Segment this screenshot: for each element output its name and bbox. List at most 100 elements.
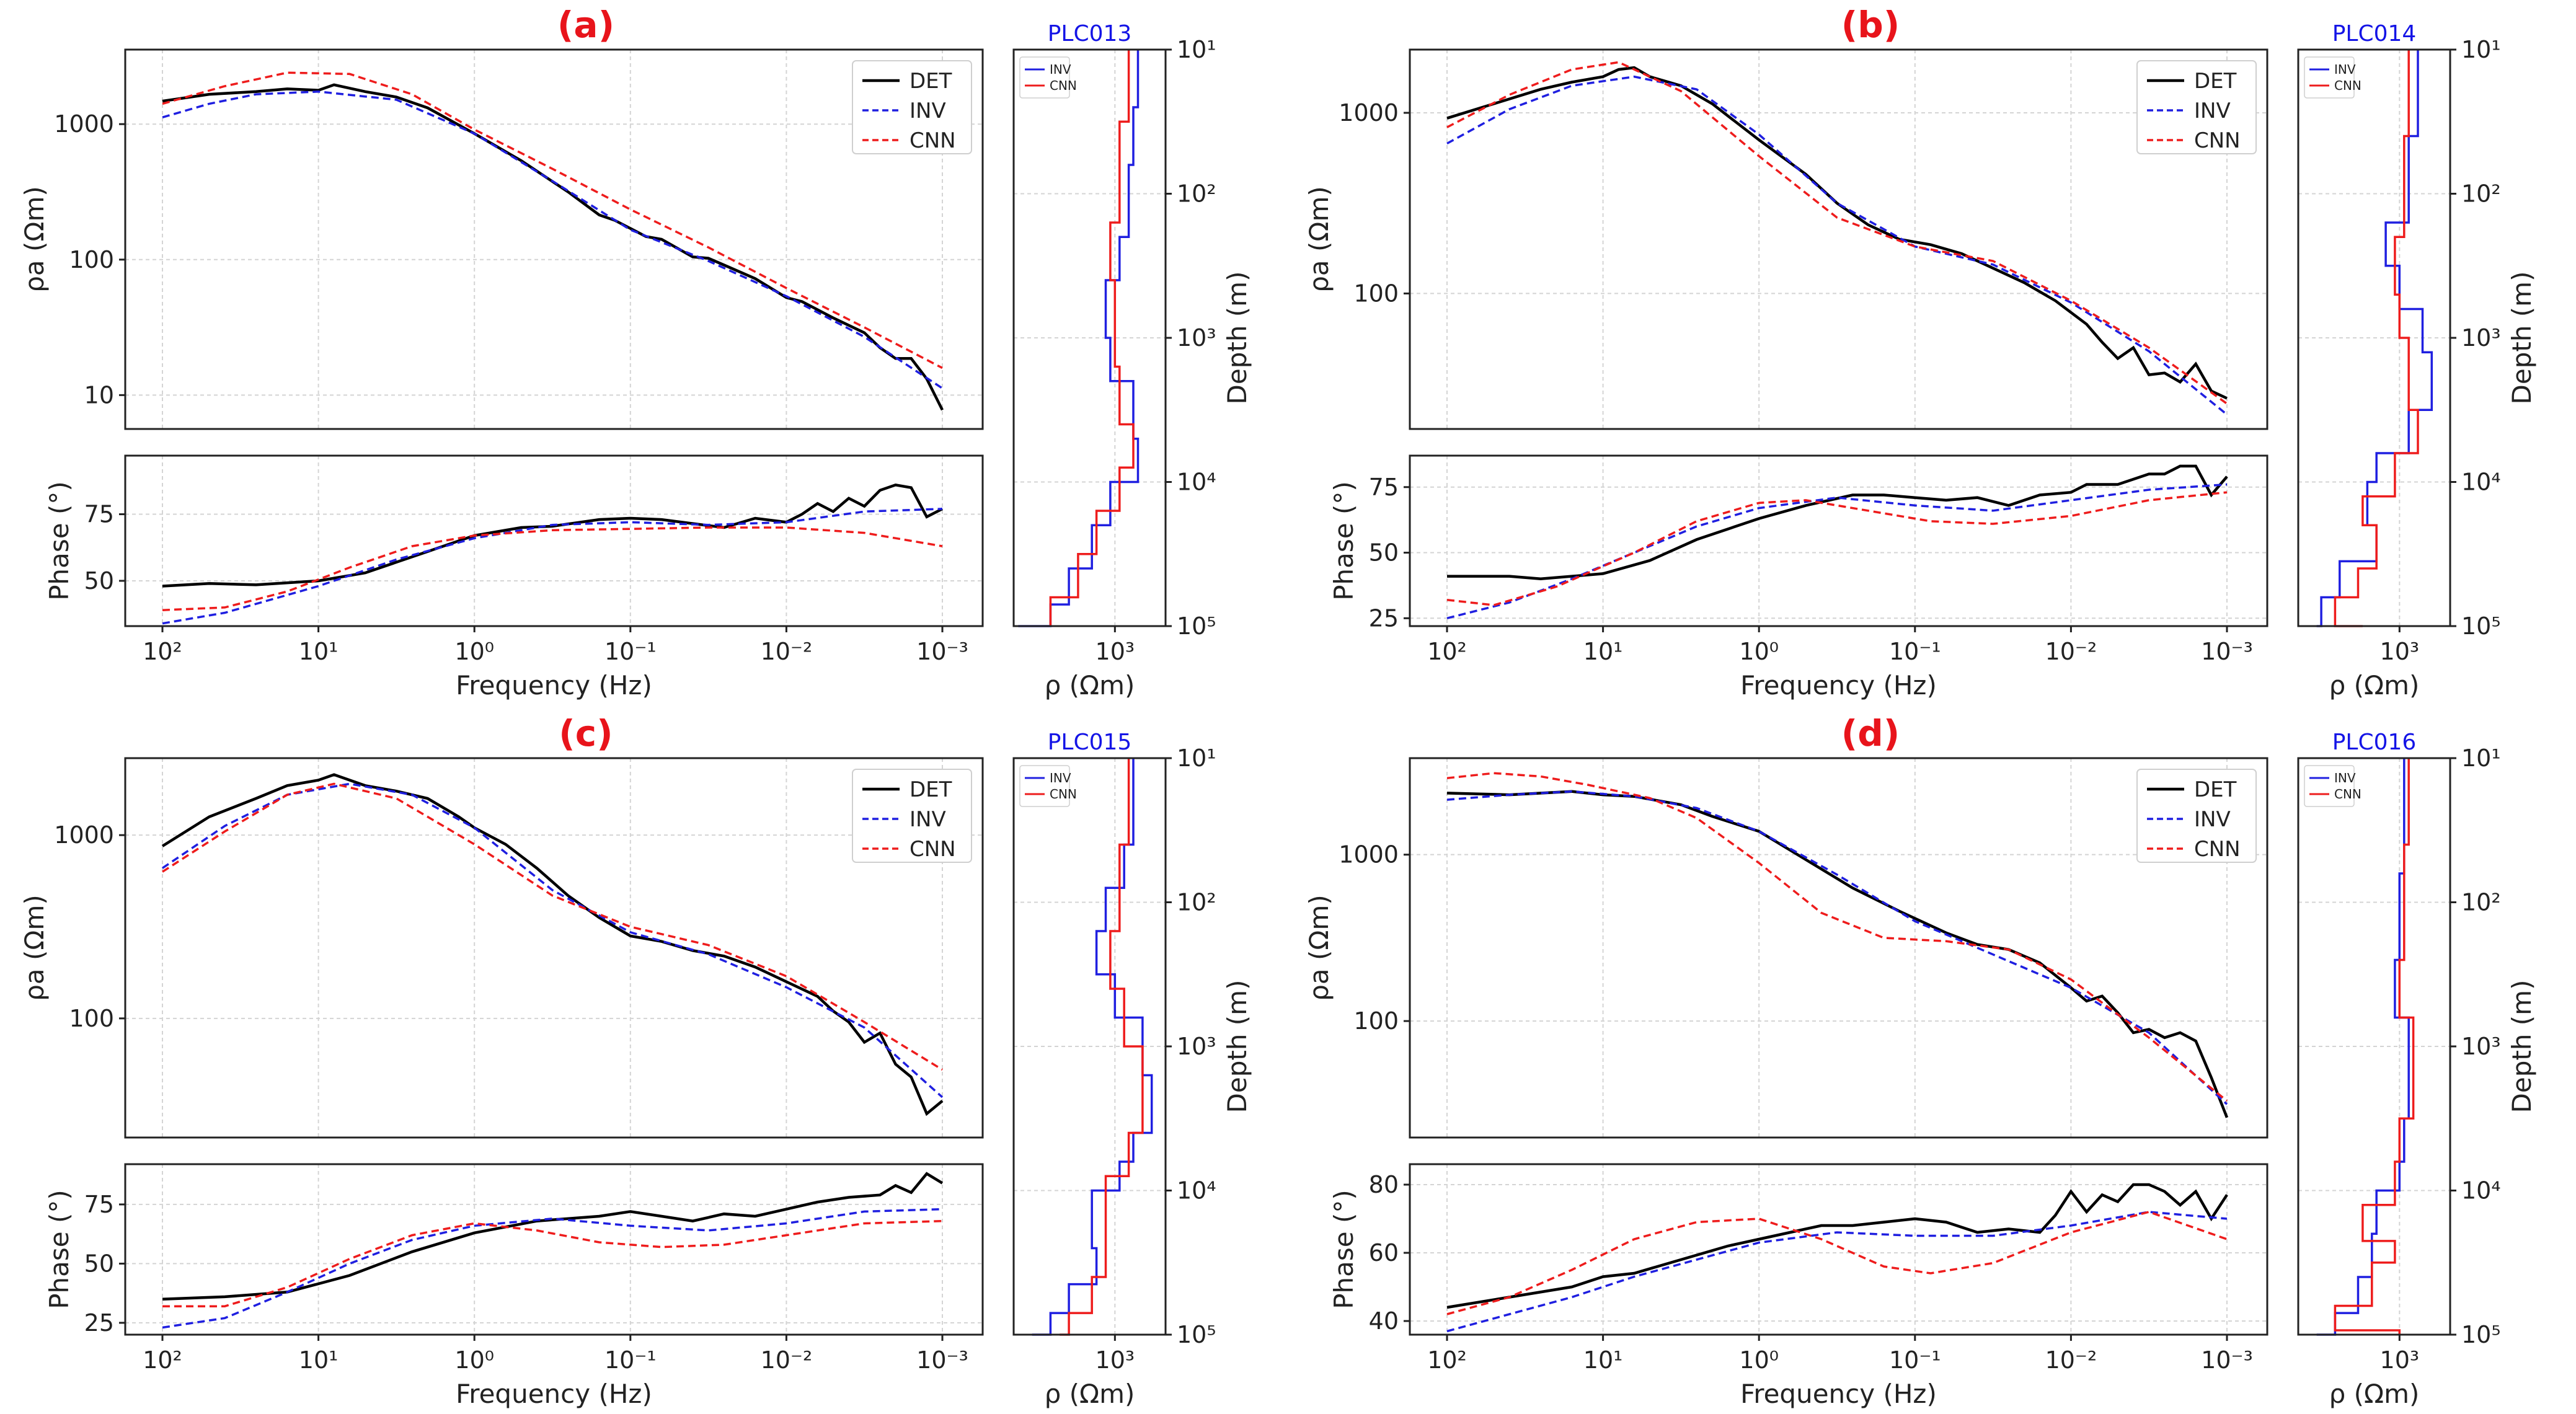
phase-axes-frame <box>1409 1163 2268 1336</box>
phase-series-line-inv <box>162 1208 943 1329</box>
rho-ylabel: ρa (Ωm) <box>1304 186 1334 293</box>
rho-axes-frame <box>124 757 984 1139</box>
phase-ylabel: Phase (°) <box>1329 481 1359 601</box>
rho-ytick-label: 100 <box>1353 1007 1399 1035</box>
phase-series-line-inv <box>1446 1211 2228 1333</box>
depth-tick-label: 10⁴ <box>2461 1177 2501 1204</box>
profile-series-line-cnn <box>2334 50 2419 627</box>
legend-label-inv: INV <box>2194 807 2231 832</box>
profile-xtick-label: 10³ <box>2380 638 2420 665</box>
profile-series-line-inv <box>1032 758 1153 1336</box>
rho-axes-frame <box>1409 48 2268 430</box>
freq-xtick-label: 10⁻¹ <box>604 638 657 665</box>
phase-series-line-inv <box>162 508 943 625</box>
station-title: PLC013 <box>1048 21 1132 46</box>
phase-series-line-cnn <box>162 1219 943 1307</box>
phase-ytick-label: 75 <box>84 501 114 528</box>
phase-axes: 40 60 80 Phase (°) 10² 10¹ 10⁰ 10⁻¹ 10⁻² 10⁻³ Freq… <box>1329 1163 2268 1409</box>
profile-legend-label-inv: INV <box>1050 771 1071 785</box>
freq-xtick-label: 10² <box>143 1346 182 1374</box>
rho-axes-frame <box>1409 757 2268 1139</box>
rho-series-line-det <box>162 83 944 411</box>
panel-title: (d) <box>1841 712 1900 754</box>
depth-tick-label: 10¹ <box>2461 36 2501 63</box>
rho-series-line-inv <box>1446 75 2228 416</box>
profile-legend-box <box>2304 56 2355 99</box>
freq-xtick-label: 10⁻² <box>761 638 813 665</box>
depth-tick-label: 10² <box>2461 180 2501 208</box>
station-title: PLC014 <box>2332 21 2417 46</box>
panel-title: (a) <box>557 4 614 46</box>
depth-tick-label: 10² <box>1177 889 1216 916</box>
rho-ylabel: ρa (Ωm) <box>19 895 50 1001</box>
depth-tick-label: 10⁵ <box>1177 1321 1216 1348</box>
phase-ytick-label: 80 <box>1369 1171 1399 1198</box>
phase-series-line-det <box>1446 1183 2228 1309</box>
profile-series-line-cnn <box>1049 50 1135 626</box>
legend-box <box>852 60 972 154</box>
freq-xtick-label: 10⁻¹ <box>604 1346 657 1374</box>
depth-tick-label: 10³ <box>1177 324 1216 351</box>
phase-series-line-det <box>162 483 944 588</box>
profile-xlabel: ρ (Ωm) <box>1045 670 1135 700</box>
depth-tick-label: 10³ <box>2461 1033 2501 1060</box>
legend-label-det: DET <box>2194 69 2237 94</box>
depth-tick-label: 10² <box>2461 889 2501 916</box>
phase-ytick-label: 50 <box>84 567 114 594</box>
freq-xtick-label: 10⁰ <box>1739 1346 1779 1374</box>
depth-tick-label: 10³ <box>2461 324 2501 351</box>
freq-xtick-label: 10² <box>1427 1346 1467 1374</box>
phase-axes-frame <box>124 1163 984 1336</box>
phase-axes-frame <box>1409 454 2268 627</box>
phase-ytick-label: 40 <box>1369 1307 1399 1335</box>
depth-ylabel: Depth (m) <box>2507 272 2537 405</box>
freq-xtick-label: 10² <box>1427 638 1467 665</box>
phase-ytick-label: 25 <box>84 1309 114 1337</box>
depth-tick-label: 10⁴ <box>1177 1177 1216 1204</box>
depth-tick-label: 10² <box>1177 180 1216 208</box>
depth-tick-label: 10⁴ <box>2461 469 2501 496</box>
phase-ylabel: Phase (°) <box>44 1190 74 1309</box>
legend-label-inv: INV <box>910 99 946 123</box>
freq-xtick-label: 10⁻¹ <box>1889 1346 1941 1374</box>
freq-xtick-label: 10⁻² <box>2045 638 2097 665</box>
rho-series-line-inv <box>162 782 944 1098</box>
depth-ylabel: Depth (m) <box>1222 980 1252 1113</box>
freq-xlabel: Frequency (Hz) <box>456 1379 652 1409</box>
profile-xtick-label: 10³ <box>1095 638 1135 665</box>
freq-xtick-label: 10⁻² <box>2045 1346 2097 1374</box>
profile-series-line-inv <box>1018 50 1140 627</box>
phase-series-line-inv <box>1446 483 2228 619</box>
phase-ytick-label: 60 <box>1369 1239 1399 1266</box>
profile-legend-label-inv: INV <box>2334 62 2356 77</box>
freq-xtick-label: 10⁻³ <box>2201 638 2253 665</box>
phase-series-line-det <box>1447 464 2228 581</box>
profile-legend-label-cnn: CNN <box>2334 787 2361 802</box>
phase-series-line-cnn <box>162 526 943 611</box>
rho-ylabel: ρa (Ωm) <box>19 186 50 293</box>
freq-xtick-label: 10⁻³ <box>916 638 968 665</box>
freq-xlabel: Frequency (Hz) <box>1740 1379 1937 1409</box>
profile-series-line-inv <box>2316 758 2410 1336</box>
freq-xtick-label: 10⁻² <box>761 1346 813 1374</box>
panel-title: (c) <box>559 712 613 754</box>
profile-xtick-label: 10³ <box>1095 1346 1135 1374</box>
depth-tick-label: 10⁵ <box>2461 612 2501 640</box>
rho-legend: DET INV CNN <box>852 769 972 863</box>
freq-xlabel: Frequency (Hz) <box>1740 670 1937 700</box>
phase-axes: 25 50 75 Phase (°) 10² 10¹ 10⁰ 10⁻¹ 10⁻² 10⁻³ Freq… <box>1329 454 2268 700</box>
depth-tick-label: 10⁵ <box>1177 612 1216 640</box>
profile-legend-label-inv: INV <box>2334 771 2356 785</box>
panel-title: (b) <box>1841 4 1900 46</box>
depth-tick-label: 10⁵ <box>2461 1321 2501 1348</box>
rho-ytick-label: 10 <box>84 381 114 409</box>
